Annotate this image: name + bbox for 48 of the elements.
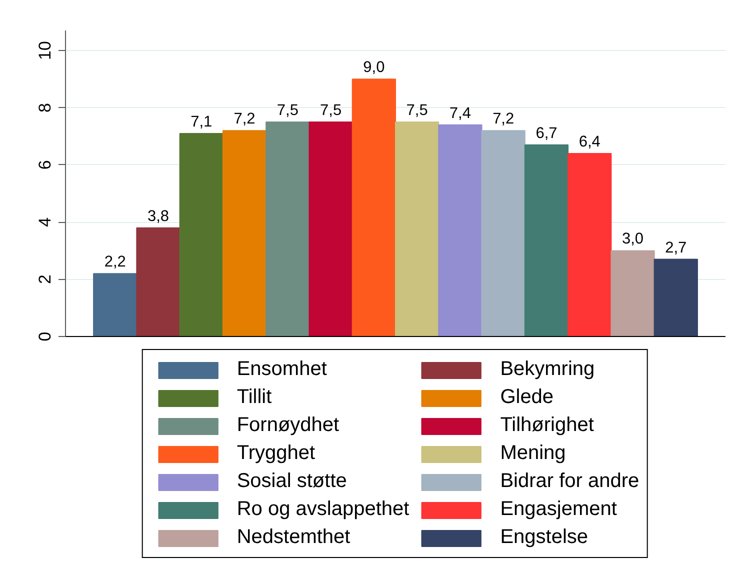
- legend-label: Trygghet: [236, 442, 316, 465]
- legend-label: Fornøydhet: [236, 414, 340, 437]
- legend-label: Tillit: [236, 386, 272, 409]
- legend-label: Ensomhet: [236, 358, 327, 381]
- data-label: 2,7: [665, 239, 687, 256]
- y-tick-label: 0: [36, 332, 54, 342]
- bar: [654, 258, 698, 336]
- legend-label: Engasjement: [500, 498, 617, 521]
- data-label: 7,5: [406, 102, 428, 120]
- y-tick-label: 2: [36, 274, 54, 284]
- legend-label: Bekymring: [500, 358, 595, 381]
- bar: [352, 78, 396, 336]
- data-label: 6,4: [578, 133, 601, 150]
- y-tick-label: 6: [36, 160, 54, 170]
- bar: [395, 122, 440, 336]
- data-label: 7,1: [190, 113, 212, 130]
- bar: [568, 152, 612, 336]
- legend-label: Engstelse: [500, 526, 588, 549]
- bar: [136, 227, 180, 336]
- y-tick-label: 8: [36, 102, 54, 112]
- legend-label: Sosial støtte: [236, 470, 347, 493]
- bar: [481, 130, 526, 336]
- legend-label: Tilhørighet: [500, 414, 594, 437]
- legend-label: Glede: [500, 386, 554, 409]
- data-label: 2,2: [104, 254, 126, 271]
- data-label: 7,4: [449, 104, 472, 122]
- legend-label: Mening: [500, 442, 566, 465]
- bar: [438, 124, 482, 336]
- bar: [179, 132, 224, 336]
- legend-label: Nedstemthet: [236, 526, 350, 549]
- legend-label: Ro og avslappethet: [236, 498, 410, 521]
- data-label: 7,2: [234, 110, 256, 128]
- bar: [93, 273, 138, 336]
- y-tick-label: 4: [36, 217, 54, 227]
- bar: [266, 122, 310, 336]
- bar: [308, 122, 353, 336]
- bar: [222, 130, 267, 336]
- data-label: 7,2: [492, 110, 514, 128]
- data-label: 7,5: [276, 102, 298, 120]
- bar: [610, 250, 655, 336]
- data-label: 9,0: [363, 59, 386, 76]
- data-label: 3,8: [147, 208, 170, 225]
- data-label: 3,0: [622, 230, 644, 248]
- data-label: 7,5: [320, 102, 342, 120]
- legend-label: Bidrar for andre: [500, 470, 640, 493]
- y-tick-label: 10: [36, 41, 54, 60]
- data-label: 6,7: [536, 124, 558, 142]
- bar: [524, 144, 569, 336]
